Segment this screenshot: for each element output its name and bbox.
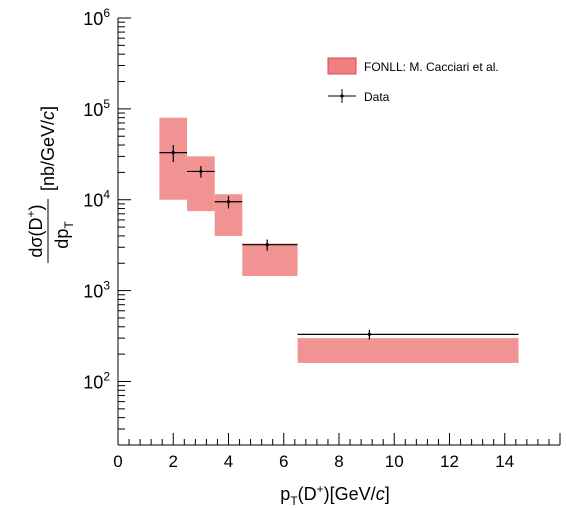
x-tick-label: 12: [440, 452, 459, 471]
fonll-bands: [159, 117, 519, 363]
x-tick-label: 10: [385, 452, 404, 471]
data-points: [159, 145, 519, 340]
x-tick-label: 14: [495, 452, 514, 471]
y-title-unit: [nb/GeV/c]: [38, 106, 58, 191]
legend-label: Data: [364, 90, 390, 104]
data-point-2: [187, 166, 215, 178]
fonll-band-5: [297, 338, 519, 363]
x-tick-label: 4: [224, 452, 233, 471]
x-tick-label: 8: [334, 452, 343, 471]
y-tick-label: 106: [83, 6, 110, 29]
marker: [171, 151, 175, 155]
legend-label: FONLL: M. Cacciari et al.: [364, 60, 499, 74]
y-axis-title: dσ(D+) dpT [nb/GeV/c]: [24, 106, 76, 263]
y-title-numerator: dσ(D+): [24, 204, 46, 257]
axes: 0 2 4 6 8 10 12 14 102 103 104 105 106: [83, 6, 561, 471]
x-axis-title: pT(D+)[GeV/c]: [280, 482, 389, 508]
marker: [226, 200, 231, 204]
y-title-denominator: dpT: [52, 221, 76, 249]
y-tick-label: 103: [83, 279, 110, 302]
legend-marker-dot: [340, 94, 344, 98]
x-tick-label: 6: [279, 452, 288, 471]
x-tick-label: 2: [169, 452, 178, 471]
legend: FONLL: M. Cacciari et al. Data: [327, 57, 499, 104]
legend-entry-fonll: FONLL: M. Cacciari et al.: [327, 57, 499, 75]
data-point-3: [214, 195, 243, 209]
fonll-band-4: [242, 243, 298, 276]
y-tick-label: 105: [83, 97, 110, 120]
y-tick-label: 104: [83, 188, 110, 211]
y-tick-label: 102: [83, 369, 110, 392]
legend-entry-data: Data: [328, 89, 390, 104]
data-point-5: [297, 329, 519, 340]
x-tick-label: 0: [113, 452, 122, 471]
data-point-1: [159, 145, 188, 163]
axis-titles: pT(D+)[GeV/c] dσ(D+) dpT [nb/GeV/c]: [24, 106, 390, 508]
marker: [199, 169, 203, 174]
data-point-4: [242, 239, 298, 251]
legend-swatch-band: [327, 57, 357, 75]
fonll-band-2: [187, 156, 215, 212]
marker: [265, 243, 269, 247]
marker: [367, 332, 371, 336]
